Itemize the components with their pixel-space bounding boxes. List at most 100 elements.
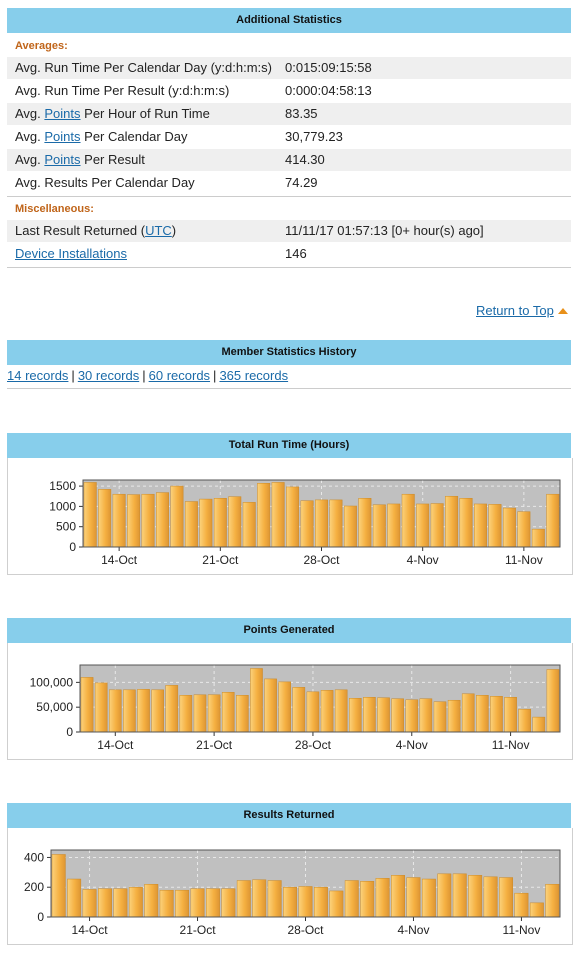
bar	[387, 503, 401, 548]
x-tick-label: 28-Oct	[303, 553, 340, 567]
bar	[476, 695, 489, 733]
bar	[499, 877, 513, 918]
separator: |	[142, 368, 146, 383]
bar	[546, 669, 560, 733]
chart-title-run-time: Total Run Time (Hours)	[7, 433, 571, 458]
x-tick-label: 21-Oct	[202, 553, 239, 567]
stat-label: Avg. Run Time Per Calendar Day (y:d:h:m:…	[15, 60, 272, 75]
x-tick-label: 14-Oct	[72, 923, 109, 937]
bar	[51, 854, 66, 918]
stat-row: Avg. Run Time Per Result (y:d:h:m:s) 0:0…	[7, 80, 571, 102]
device-installations-link[interactable]: Device Installations	[15, 246, 127, 261]
bar	[156, 492, 169, 548]
x-tick-label: 11-Nov	[503, 923, 541, 937]
chart-title-points: Points Generated	[7, 618, 571, 643]
run-time-chart: 0 500 1000 1500 14-Oct 21-Oct 28-Oct 4-Nov 11-No…	[7, 458, 573, 575]
additional-statistics-header: Additional Statistics	[7, 8, 571, 33]
x-tick-label: 11-Nov	[505, 553, 543, 567]
points-link[interactable]: Points	[44, 152, 81, 167]
bar	[80, 677, 94, 733]
x-tick-label: 21-Oct	[196, 738, 233, 752]
separator: |	[71, 368, 75, 383]
bar	[300, 500, 314, 548]
stat-value: 30,779.23	[285, 129, 343, 144]
y-tick-label: 100,000	[30, 675, 74, 689]
bar	[405, 699, 419, 733]
records-14-link[interactable]: 14 records	[7, 368, 69, 383]
bar	[468, 875, 483, 918]
stat-label: Avg. Points Per Calendar Day	[15, 129, 188, 144]
bar	[517, 511, 531, 548]
points-link[interactable]: Points	[44, 129, 81, 144]
stat-value: 83.35	[285, 106, 318, 121]
bar	[430, 503, 444, 548]
bar	[113, 888, 128, 918]
bar	[447, 699, 461, 733]
records-30-link[interactable]: 30 records	[77, 368, 140, 383]
bar	[437, 873, 452, 918]
stat-label: Avg. Run Time Per Result (y:d:h:m:s)	[15, 83, 230, 98]
plot-border	[79, 664, 561, 733]
divider	[7, 388, 571, 389]
bar	[329, 890, 344, 918]
return-to-top-label[interactable]: Return to Top	[476, 303, 554, 318]
bar	[504, 697, 517, 733]
stat-label: Avg. Results Per Calendar Day	[15, 175, 195, 190]
records-60-link[interactable]: 60 records	[148, 368, 211, 383]
chart-title-results: Results Returned	[7, 803, 571, 828]
records-365-link[interactable]: 365 records	[219, 368, 289, 383]
arrow-up-icon	[557, 308, 568, 314]
bar	[459, 498, 473, 548]
separator: |	[213, 368, 217, 383]
utc-link[interactable]: UTC	[145, 223, 172, 238]
bar	[190, 888, 205, 918]
bar	[488, 504, 502, 548]
return-to-top-link[interactable]: Return to Top	[476, 303, 568, 318]
bar	[179, 695, 193, 733]
y-tick-label: 1000	[49, 499, 76, 513]
bar	[267, 880, 282, 918]
y-tick-label: 50,000	[36, 700, 73, 714]
bar	[67, 878, 82, 918]
y-tick-label: 1500	[49, 479, 76, 493]
bar	[205, 888, 220, 918]
bar	[170, 485, 184, 548]
points-chart-svg: 0 50,000 100,000 14-Oct 21-Oct 28-Oct 4-Nov 11-…	[30, 664, 561, 752]
bar	[112, 493, 126, 548]
bar	[490, 696, 503, 733]
bar	[207, 694, 221, 733]
stat-label: Device Installations	[15, 243, 127, 265]
bar	[292, 687, 306, 733]
bar	[334, 689, 348, 733]
bar	[175, 889, 190, 918]
bar	[159, 889, 174, 918]
stat-value: 11/11/17 01:57:13 [0+ hour(s) ago]	[285, 223, 484, 238]
bar	[348, 698, 362, 733]
bar	[98, 489, 112, 548]
bar	[228, 496, 242, 548]
bar	[532, 716, 546, 733]
bar	[372, 504, 386, 548]
bar	[421, 878, 436, 918]
bar	[123, 689, 136, 733]
x-tick-label: 28-Oct	[295, 738, 332, 752]
y-tick-label: 200	[24, 880, 44, 894]
bar	[221, 692, 235, 733]
bar	[298, 886, 313, 918]
points-link[interactable]: Points	[44, 106, 81, 121]
bar	[406, 877, 421, 918]
bar	[358, 498, 372, 548]
bar	[483, 876, 498, 918]
bar	[221, 888, 236, 918]
bar	[329, 499, 343, 548]
bar	[82, 889, 97, 918]
stat-row: Avg. Results Per Calendar Day 74.29	[7, 172, 571, 194]
stat-label: Last Result Returned (UTC)	[15, 223, 177, 238]
bar	[502, 507, 516, 548]
bar	[127, 494, 141, 548]
bar	[391, 875, 406, 918]
bar	[545, 883, 560, 918]
records-links: 14 records | 30 records | 60 records | 365 rec…	[7, 368, 288, 383]
bar	[433, 701, 447, 733]
points-chart: 0 50,000 100,000 14-Oct 21-Oct 28-Oct 4-Nov 11-…	[7, 643, 573, 760]
